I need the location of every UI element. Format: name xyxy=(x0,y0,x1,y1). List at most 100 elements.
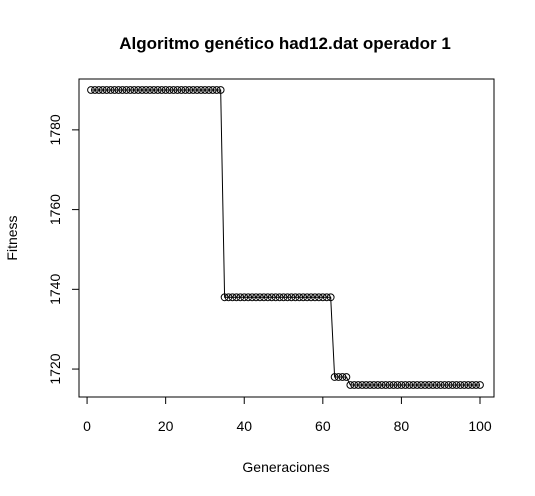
data-point xyxy=(295,293,304,302)
data-point xyxy=(413,381,422,389)
data-point xyxy=(216,86,225,94)
data-point xyxy=(149,86,158,94)
data-point xyxy=(377,381,386,389)
x-tick-label: 40 xyxy=(236,418,252,434)
data-point xyxy=(189,86,198,94)
data-point xyxy=(208,86,217,94)
x-axis: 0 20 40 60 80 100 xyxy=(83,396,492,434)
data-point xyxy=(346,381,355,389)
data-point xyxy=(283,293,292,302)
data-point xyxy=(244,293,253,302)
data-point xyxy=(271,293,280,302)
data-point xyxy=(157,86,166,94)
data-point xyxy=(330,373,339,381)
data-point xyxy=(322,293,331,302)
data-point xyxy=(259,293,268,302)
data-point xyxy=(389,381,398,389)
data-point xyxy=(201,86,209,94)
data-point xyxy=(448,381,457,389)
data-point xyxy=(275,293,284,302)
x-tick-label: 60 xyxy=(315,418,331,434)
data-point xyxy=(138,86,146,94)
data-point xyxy=(401,381,410,389)
data-point xyxy=(279,293,288,302)
data-point xyxy=(256,293,264,302)
data-point xyxy=(421,381,429,389)
data-point xyxy=(307,293,315,302)
data-point xyxy=(291,293,300,302)
data-point xyxy=(126,86,135,94)
data-point xyxy=(385,381,394,389)
data-point xyxy=(354,381,363,389)
data-point xyxy=(122,86,131,94)
x-tick-label: 100 xyxy=(468,418,492,434)
x-tick-label: 20 xyxy=(158,418,174,434)
data-point xyxy=(114,86,123,94)
data-point xyxy=(240,293,249,302)
data-point xyxy=(146,86,154,94)
y-axis-label: Fitness xyxy=(4,215,20,260)
data-point xyxy=(98,86,107,94)
data-point xyxy=(87,86,95,94)
data-point xyxy=(303,293,312,302)
data-point xyxy=(263,293,272,302)
data-point xyxy=(311,293,319,302)
data-point xyxy=(287,293,296,302)
data-point xyxy=(425,381,433,389)
data-point xyxy=(252,293,260,302)
data-point xyxy=(267,293,276,302)
data-point xyxy=(232,293,241,302)
chart-title: Algoritmo genético had12.dat operador 1 xyxy=(119,34,451,53)
data-point xyxy=(248,293,257,302)
data-point xyxy=(452,381,461,389)
data-point xyxy=(358,381,367,389)
data-point xyxy=(197,86,205,94)
data-point xyxy=(334,373,343,381)
y-tick-label: 1760 xyxy=(47,194,63,225)
data-point xyxy=(177,86,186,94)
data-point xyxy=(464,381,473,389)
data-point xyxy=(409,381,418,389)
data-point xyxy=(130,86,139,94)
data-point xyxy=(220,293,229,302)
data-point xyxy=(118,86,127,94)
data-point xyxy=(338,373,347,381)
data-point xyxy=(326,293,335,302)
data-point xyxy=(456,381,465,389)
data-point xyxy=(161,86,170,94)
data-point xyxy=(134,86,143,94)
data-point xyxy=(181,86,190,94)
data-point xyxy=(228,293,237,302)
data-point xyxy=(370,381,378,389)
data-point xyxy=(212,86,221,94)
x-tick-label: 0 xyxy=(83,418,91,434)
data-point xyxy=(236,293,245,302)
data-point xyxy=(397,381,406,389)
data-point xyxy=(299,293,308,302)
y-tick-label: 1780 xyxy=(47,114,63,145)
y-tick-label: 1720 xyxy=(47,353,63,384)
data-point xyxy=(362,381,370,389)
data-point xyxy=(106,86,115,94)
data-point xyxy=(193,86,201,94)
data-point xyxy=(472,381,480,389)
data-point xyxy=(224,293,233,302)
data-point xyxy=(318,293,327,302)
data-point xyxy=(169,86,178,94)
data-point xyxy=(142,86,150,94)
data-point xyxy=(153,86,162,94)
data-point xyxy=(468,381,477,389)
data-point xyxy=(94,86,103,94)
data-point xyxy=(314,293,323,302)
data-point xyxy=(366,381,374,389)
data-point xyxy=(342,373,351,381)
series-line xyxy=(91,89,480,386)
data-point xyxy=(102,86,111,94)
data-points xyxy=(87,86,484,389)
data-point xyxy=(476,381,484,389)
data-point xyxy=(393,381,402,389)
data-point xyxy=(381,381,390,389)
data-point xyxy=(436,381,445,389)
data-point xyxy=(405,381,414,389)
